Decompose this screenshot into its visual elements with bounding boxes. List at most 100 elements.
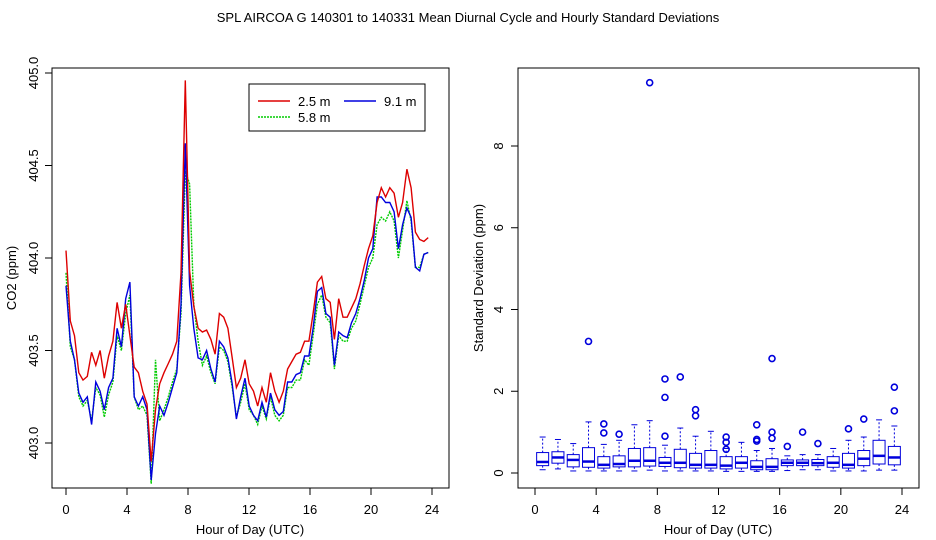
right-x-tick-label: 24 [895,502,909,517]
box-hour-17.5 [796,428,810,471]
box-body [719,456,733,470]
box-hour-7.5 [643,78,657,471]
left-series-group [65,80,429,484]
box-outlier [691,405,700,414]
left-x-tick-label: 12 [242,502,256,517]
left-x-tick-label: 0 [62,502,69,517]
box-hour-13.5 [734,441,748,472]
box-outlier [890,407,899,415]
right-y-tick-label: 8 [491,142,506,149]
right-plot-frame [517,67,920,489]
right-x-tick-label: 4 [593,502,600,517]
left-x-axis: 0 4 8 12 16 20 24 [62,488,439,517]
box-outlier [645,78,654,87]
left-y-label: CO2 (ppm) [4,246,19,310]
box-outlier [600,429,608,437]
right-x-label: Hour of Day (UTC) [664,522,772,537]
legend-label-9-1m: 9.1 m [384,94,417,109]
box-hour-18.5 [811,439,825,471]
legend-box [248,83,426,132]
box-outlier [722,445,730,454]
box-body [582,447,596,468]
box-hour-20.5 [841,425,855,472]
series-line-2-5-m [65,80,429,462]
box-hour-5.5 [612,430,626,472]
box-body [673,448,687,469]
box-hour-22.5 [872,419,886,471]
box-hour-9.5 [673,373,687,472]
legend-label-5-8m: 5.8 m [298,110,331,125]
box-outlier [752,420,761,429]
legend-label-2-5m: 2.5 m [298,94,331,109]
right-y-tick-label: 6 [491,224,506,231]
right-x-tick-label: 0 [531,502,538,517]
box-outlier [859,415,868,423]
right-y-tick-label: 2 [491,388,506,395]
box-body [872,439,886,465]
box-hour-23.5 [887,383,901,471]
box-outlier [722,433,730,441]
right-y-label: Standard Deviation (ppm) [471,204,486,352]
right-y-tick-label: 0 [491,469,506,476]
right-y-tick-label: 4 [491,306,506,313]
left-plot-frame [51,67,450,489]
left-x-tick-label: 8 [184,502,191,517]
box-outlier [615,430,623,438]
right-x-tick-label: 16 [772,502,786,517]
box-outlier [844,425,853,433]
box-outlier [661,375,669,383]
box-hour-11.5 [704,430,718,472]
box-outlier [752,435,761,444]
box-hour-0.5 [536,436,550,471]
box-hour-19.5 [826,447,840,472]
box-hour-21.5 [857,415,871,472]
box-outlier [676,373,685,381]
left-x-tick-label: 24 [425,502,439,517]
box-hour-1.5 [551,438,565,470]
box-outlier [768,428,776,436]
box-outlier [768,354,776,363]
left-x-tick-label: 16 [303,502,317,517]
right-x-tick-label: 12 [711,502,725,517]
box-outlier [890,383,899,391]
box-outlier [691,411,700,420]
box-hour-14.5 [750,420,764,472]
figure-title: SPL AIRCOA G 140301 to 140331 Mean Diurn… [217,10,720,25]
box-body [643,447,657,467]
left-x-label: Hour of Day (UTC) [196,522,304,537]
box-body [750,460,764,471]
left-y-tick-label: 405.0 [26,57,41,90]
right-x-tick-label: 20 [834,502,848,517]
box-hour-8.5 [658,375,672,472]
box-outlier [661,393,669,402]
box-hour-2.5 [566,443,580,472]
series-line-9-1-m [65,143,429,481]
box-hour-15.5 [765,354,779,472]
box-body [597,456,611,469]
box-outlier [661,432,669,441]
box-outlier [814,439,822,448]
series-line-5-8-m [65,170,429,484]
box-body [627,447,641,468]
box-outlier [783,442,792,451]
box-hour-6.5 [627,424,641,472]
left-x-tick-label: 20 [364,502,378,517]
right-x-axis: 0 4 8 12 16 20 24 [531,488,909,517]
left-y-tick-label: 404.5 [26,149,41,182]
box-hour-3.5 [582,337,596,472]
box-hour-10.5 [689,405,703,472]
legend: 2.5 m 9.1 m 5.8 m [248,83,426,132]
box-body [536,452,550,467]
box-body [765,458,779,471]
left-x-tick-label: 4 [123,502,130,517]
box-hour-4.5 [597,420,611,472]
left-y-tick-label: 403.0 [26,427,41,460]
box-outlier [798,428,807,436]
left-y-tick-label: 404.0 [26,242,41,275]
left-y-axis: 403.0 403.5 404.0 404.5 405.0 [26,57,52,460]
box-outlier [584,337,593,346]
co2-diurnal-chart: 0 4 8 12 16 20 24 403.0 403.5 404.0 404.5 405.0 Ho… [4,57,450,537]
box-outlier [768,434,776,443]
